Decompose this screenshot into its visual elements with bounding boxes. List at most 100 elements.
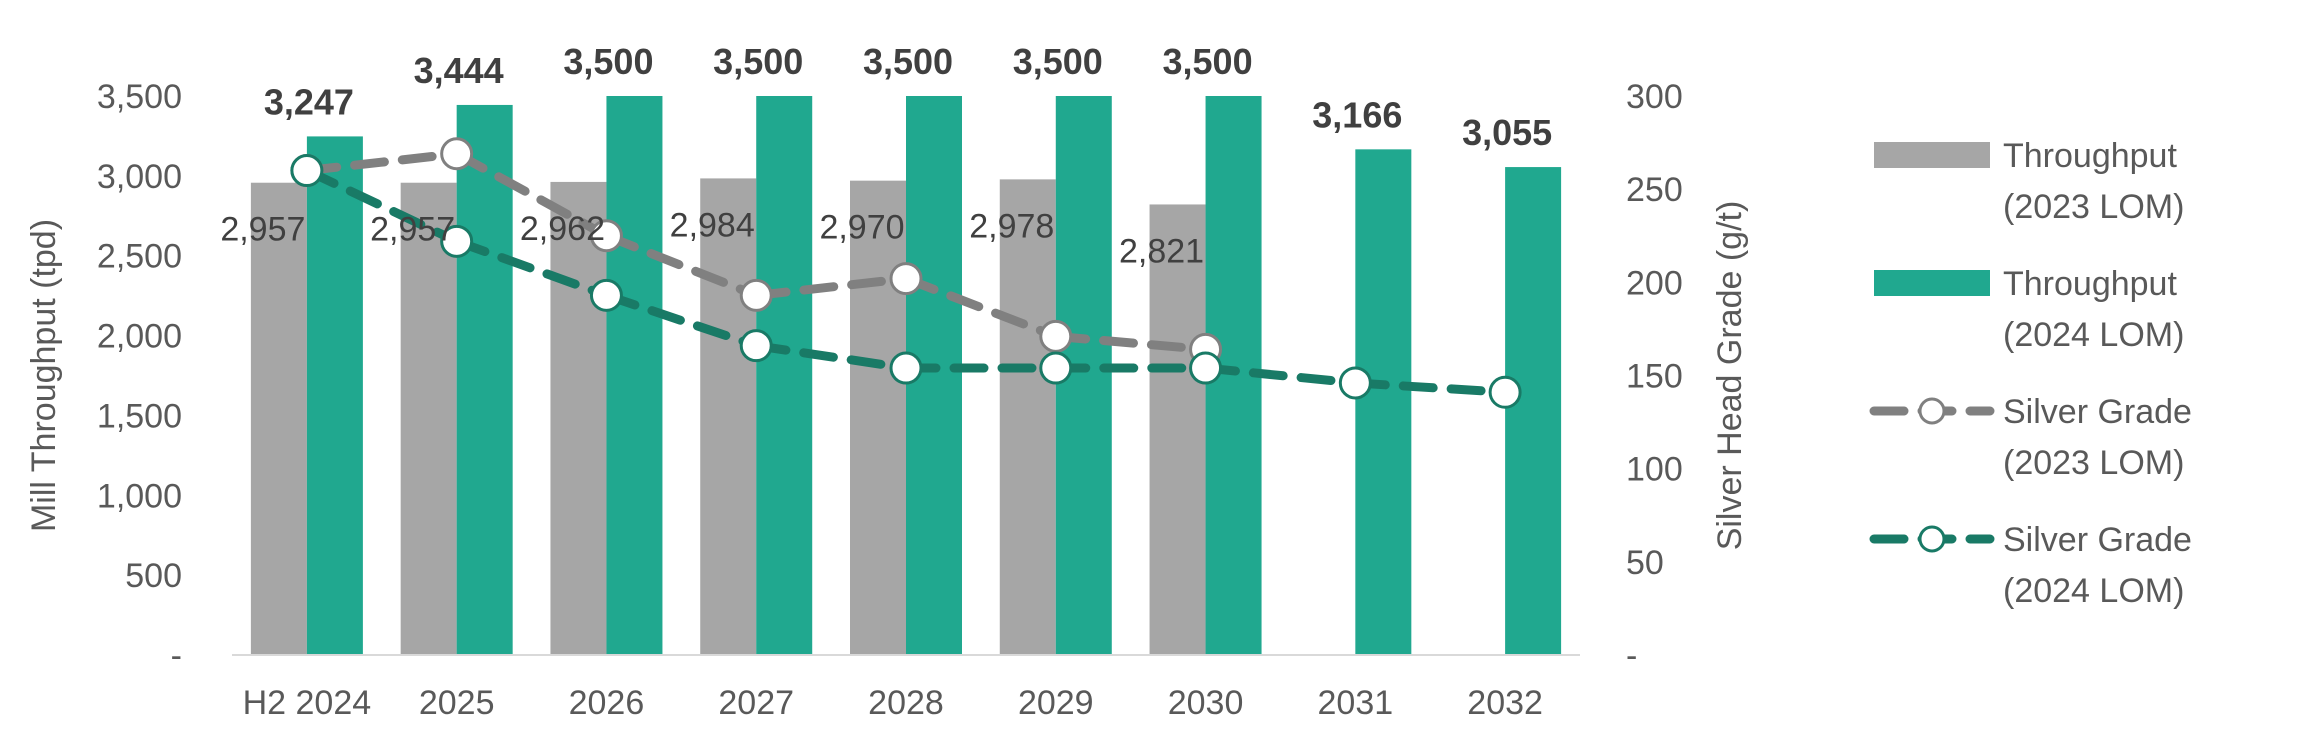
bar-throughput-2023-0 xyxy=(250,182,307,655)
legend-label-0-line2: (2023 LOM) xyxy=(2003,188,2184,226)
left-tick-label-1: 500 xyxy=(125,557,182,595)
legend-label-3-line1: Silver Grade xyxy=(2003,521,2192,559)
silver-grade-2023-point-1 xyxy=(440,137,474,171)
bars-layer xyxy=(250,96,1562,656)
bar-throughput-2023-6 xyxy=(1149,204,1206,656)
bar-throughput-2023-3 xyxy=(700,178,757,655)
silver-grade-2024-segment-1 xyxy=(452,236,611,300)
silver-grade-2023-segment-2 xyxy=(601,231,761,300)
silver-grade-2024-point-4 xyxy=(889,351,923,385)
data-label-throughput-2024-3: 3,500 xyxy=(713,41,803,82)
silver-grade-2023-point-5 xyxy=(1039,319,1073,353)
left-axis-ticks: - 500 1,000 1,500 2,000 2,500 3,000 3,500 xyxy=(97,78,182,675)
left-tick-label-5: 2,500 xyxy=(97,238,182,276)
bar-throughput-2024-8 xyxy=(1505,167,1562,655)
data-label-throughput-2023-2: 2,962 xyxy=(520,210,605,248)
category-tick-label-1: 2025 xyxy=(419,684,495,722)
data-label-throughput-2023-3: 2,984 xyxy=(670,206,755,244)
legend-label-2-line1: Silver Grade xyxy=(2003,393,2192,431)
silver-grade-2024-point-3 xyxy=(739,329,773,363)
data-labels-layer: 2,957 2,957 2,962 2,984 2,970 2,978 2,821 3,247… xyxy=(220,41,1552,270)
category-tick-label-6: 2030 xyxy=(1168,684,1244,722)
legend-label-3-line2: (2024 LOM) xyxy=(2003,572,2184,610)
data-label-throughput-2023-5: 2,978 xyxy=(969,207,1054,245)
legend-swatch-marker-2 xyxy=(1918,397,1946,425)
silver-grade-2023-point-2 xyxy=(589,219,623,253)
data-label-throughput-2024-1: 3,444 xyxy=(414,50,504,91)
bar-throughput-2023-2 xyxy=(550,181,607,656)
category-tick-label-4: 2028 xyxy=(868,684,944,722)
silver-grade-2024-segment-7 xyxy=(1350,378,1510,397)
silver-grade-2024-point-7 xyxy=(1338,366,1372,400)
bar-throughput-2024-1 xyxy=(456,104,513,656)
legend-label-2-line2: (2023 LOM) xyxy=(2003,444,2184,482)
silver-grade-2023-segment-5 xyxy=(1051,331,1211,354)
data-label-throughput-2023-6: 2,821 xyxy=(1119,232,1204,270)
category-tick-label-7: 2031 xyxy=(1318,684,1394,722)
right-axis-ticks: - 50 100 150 200 250 300 xyxy=(1626,78,1683,675)
silver-grade-2024-segment-0 xyxy=(302,166,462,246)
legend-swatch-marker-3 xyxy=(1918,525,1946,553)
category-tick-label-8: 2032 xyxy=(1467,684,1543,722)
legend-label-1-line2: (2024 LOM) xyxy=(2003,316,2184,354)
data-label-throughput-2024-7: 3,166 xyxy=(1312,94,1402,135)
silver-grade-2024-point-6 xyxy=(1189,351,1223,385)
silver-grade-2023-point-3 xyxy=(739,278,773,312)
category-tick-label-3: 2027 xyxy=(718,684,794,722)
bar-throughput-2024-3 xyxy=(756,96,813,655)
silver-grade-2023-segment-4 xyxy=(901,274,1061,341)
right-tick-label-1: 50 xyxy=(1626,544,1664,582)
data-label-throughput-2024-0: 3,247 xyxy=(264,81,354,122)
silver-grade-2023-segment-0 xyxy=(302,149,462,176)
data-label-throughput-2024-8: 3,055 xyxy=(1462,112,1552,153)
right-tick-label-6: 300 xyxy=(1626,78,1683,116)
right-tick-label-0: - xyxy=(1626,637,1637,675)
left-tick-label-3: 1,500 xyxy=(97,397,182,435)
silver-grade-2024-point-8 xyxy=(1488,375,1522,409)
left-axis-title: Mill Throughput (tpd) xyxy=(25,219,63,532)
silver-grade-2023-segment-1 xyxy=(452,149,611,241)
data-label-throughput-2024-6: 3,500 xyxy=(1163,41,1253,82)
lines-layer xyxy=(290,137,1522,409)
bar-throughput-2023-4 xyxy=(850,180,906,656)
data-label-throughput-2024-2: 3,500 xyxy=(563,41,653,82)
legend-item-0: Throughput (2023 LOM) xyxy=(1874,137,2184,226)
bar-throughput-2024-2 xyxy=(606,96,663,655)
silver-grade-2024-point-1 xyxy=(440,224,474,258)
left-tick-label-0: - xyxy=(171,637,182,675)
left-tick-label-6: 3,000 xyxy=(97,158,182,196)
legend-swatch-1 xyxy=(1874,270,1990,296)
data-label-throughput-2023-4: 2,970 xyxy=(819,209,904,247)
right-tick-label-2: 100 xyxy=(1626,451,1683,489)
silver-grade-2024-segment-6 xyxy=(1201,363,1360,388)
data-label-throughput-2024-4: 3,500 xyxy=(863,41,953,82)
legend-label-0-line1: Throughput xyxy=(2003,137,2177,175)
bar-throughput-2024-7 xyxy=(1355,149,1412,655)
legend: Throughput (2023 LOM) Throughput (2024 LOM)… xyxy=(1869,137,2192,610)
category-axis-ticks: H2 2024 2025 2026 2027 2028 2029 2030 2031 2032 xyxy=(243,684,1543,722)
left-tick-label-7: 3,500 xyxy=(97,78,182,116)
right-axis-title: Silver Head Grade (g/t) xyxy=(1711,201,1749,551)
silver-grade-2024-segment-2 xyxy=(601,290,761,351)
legend-item-2: Silver Grade (2023 LOM) xyxy=(1869,393,2192,482)
silver-grade-2024-point-5 xyxy=(1039,351,1073,385)
bar-throughput-2023-5 xyxy=(999,179,1056,655)
left-tick-label-4: 2,000 xyxy=(97,318,182,356)
data-label-throughput-2023-0: 2,957 xyxy=(220,211,305,249)
category-tick-label-5: 2029 xyxy=(1018,684,1094,722)
legend-item-3: Silver Grade (2024 LOM) xyxy=(1869,521,2192,610)
bar-throughput-2024-0 xyxy=(306,136,363,655)
silver-grade-2024-point-2 xyxy=(589,278,623,312)
bar-throughput-2023-1 xyxy=(400,182,457,655)
right-tick-label-3: 150 xyxy=(1626,358,1683,396)
legend-swatch-0 xyxy=(1874,142,1990,168)
silver-grade-2023-point-4 xyxy=(889,262,923,296)
data-label-throughput-2023-1: 2,957 xyxy=(370,211,455,249)
legend-label-1-line1: Throughput xyxy=(2003,265,2177,303)
category-tick-label-0: H2 2024 xyxy=(243,684,372,722)
silver-grade-2023-segment-3 xyxy=(751,274,911,300)
right-tick-label-5: 250 xyxy=(1626,171,1683,209)
silver-grade-2024-segment-3 xyxy=(751,341,911,373)
right-tick-label-4: 200 xyxy=(1626,264,1683,302)
